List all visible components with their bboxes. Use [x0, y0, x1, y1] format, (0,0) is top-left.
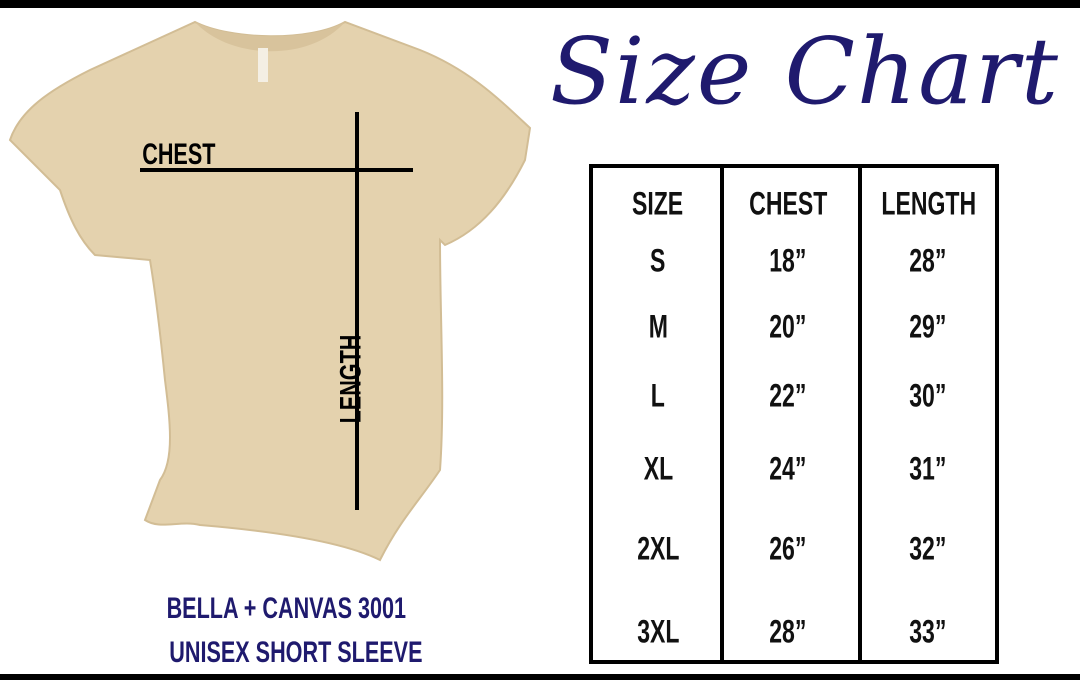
header-length: LENGTH [881, 185, 977, 222]
cell-length: 33” [909, 613, 947, 650]
cell-size: S [650, 242, 666, 279]
cell-chest: 20” [769, 308, 807, 345]
cell-size: 3XL [636, 613, 680, 650]
column-divider [720, 168, 724, 660]
cell-chest: 18” [769, 242, 807, 279]
length-label: LENGTH [334, 334, 368, 424]
cell-length: 28” [909, 242, 947, 279]
bottom-border [0, 674, 1080, 680]
cell-chest: 22” [769, 377, 807, 414]
cell-size: 2XL [636, 530, 680, 567]
tshirt-image [8, 20, 532, 562]
top-border [0, 0, 1080, 8]
tshirt-body [8, 20, 532, 562]
header-chest: CHEST [748, 185, 828, 222]
cell-chest: 24” [769, 450, 807, 487]
size-table: SIZE CHEST LENGTH S 18” 28” M 20” 29” L 22” 30” XL 24… [589, 164, 999, 664]
cell-size: XL [643, 450, 673, 487]
cell-length: 30” [909, 377, 947, 414]
cell-length: 32” [909, 530, 947, 567]
cell-size: L [650, 377, 666, 414]
tshirt-collar [195, 22, 345, 52]
cell-length: 31” [909, 450, 947, 487]
product-style: UNISEX SHORT SLEEVE [169, 636, 423, 669]
product-name: BELLA + CANVAS 3001 [166, 592, 407, 625]
chest-label: CHEST [142, 138, 216, 171]
column-divider [858, 168, 862, 660]
title: Size Chart [549, 18, 1061, 125]
cell-chest: 28” [769, 613, 807, 650]
cell-chest: 26” [769, 530, 807, 567]
cell-length: 29” [909, 308, 947, 345]
header-size: SIZE [632, 185, 684, 222]
cell-size: M [648, 308, 668, 345]
tshirt-tag [258, 48, 268, 82]
